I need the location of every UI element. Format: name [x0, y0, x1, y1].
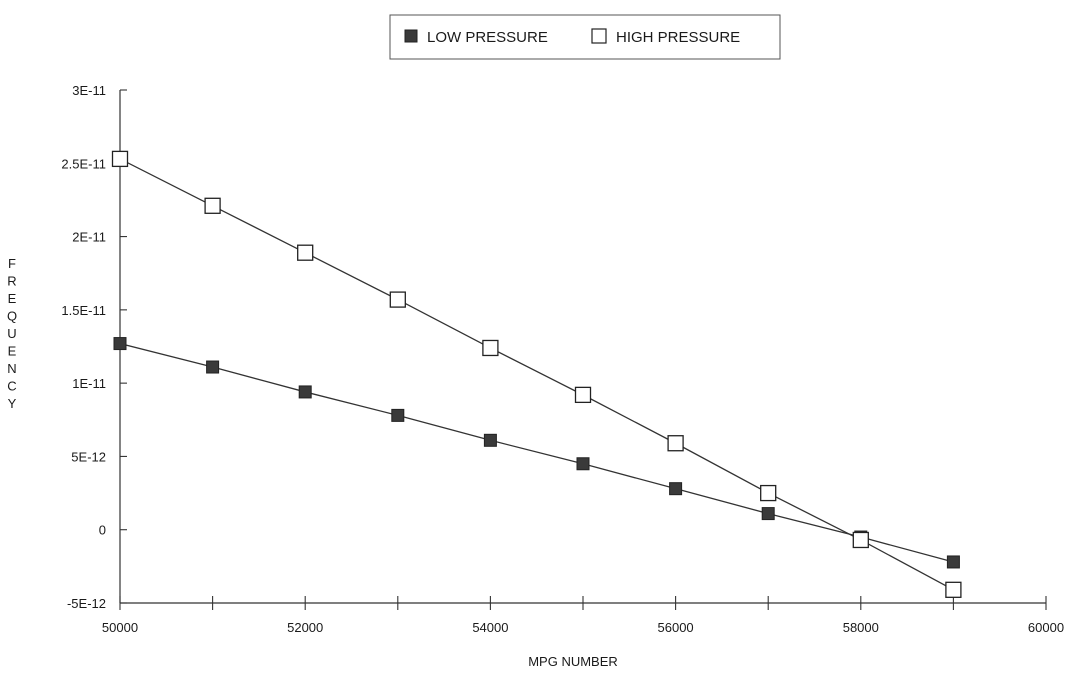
data-point-low-pressure	[298, 385, 312, 399]
data-point-high-pressure	[667, 435, 684, 452]
data-point-high-pressure	[389, 291, 406, 308]
series-layer	[111, 150, 962, 598]
y-axis-title-letter: C	[7, 379, 16, 394]
legend-marker-high-pressure	[591, 28, 607, 44]
y-axis-title-letter: F	[8, 256, 16, 271]
y-tick-label: 3E-11	[72, 83, 106, 98]
x-tick-label: 56000	[658, 620, 694, 635]
data-point-high-pressure	[945, 581, 962, 598]
y-axis-title-letter: E	[8, 291, 17, 306]
series-line-high-pressure	[119, 158, 954, 591]
x-tick-label: 50000	[102, 620, 138, 635]
y-axis-title-letter: U	[7, 326, 16, 341]
y-axis-title-letter: E	[8, 344, 17, 359]
data-point-low-pressure	[113, 337, 127, 351]
legend-box	[389, 14, 781, 60]
y-tick-label: -5E-12	[67, 596, 106, 611]
x-ticks: 50000 52000 54000 56000 58000 60000	[102, 596, 1064, 635]
data-point-low-pressure	[206, 360, 220, 374]
legend: LOW PRESSURE HIGH PRESSURE	[389, 14, 781, 60]
x-tick-label: 52000	[287, 620, 323, 635]
x-tick-label: 60000	[1028, 620, 1064, 635]
y-axis-title-letter: Q	[7, 309, 17, 324]
data-point-high-pressure	[574, 386, 592, 404]
data-point-high-pressure	[297, 244, 314, 261]
data-point-high-pressure	[760, 484, 777, 502]
y-tick-label: 2.5E-11	[61, 156, 106, 171]
y-axis-title-letter: Y	[8, 396, 17, 411]
data-point-high-pressure	[482, 339, 499, 357]
legend-label-high-pressure: HIGH PRESSURE	[616, 29, 740, 46]
data-point-high-pressure	[204, 197, 221, 214]
legend-marker-low-pressure	[404, 29, 418, 43]
data-point-low-pressure	[576, 457, 590, 471]
y-tick-label: 1E-11	[72, 376, 106, 391]
data-point-high-pressure	[852, 531, 869, 549]
y-tick-label: 0	[99, 523, 106, 538]
y-ticks: -5E-12 0 5E-12 1E-11 1.5E-11 2E-11 2.5E-11 3E-1…	[61, 83, 127, 611]
series-line-low-pressure	[119, 342, 954, 563]
y-axis-title-letter: R	[7, 274, 16, 289]
data-point-low-pressure	[946, 555, 960, 569]
data-point-low-pressure	[669, 482, 683, 496]
data-point-high-pressure	[111, 150, 129, 168]
y-tick-label: 5E-12	[71, 449, 106, 464]
data-point-low-pressure	[391, 408, 405, 422]
data-point-low-pressure	[761, 507, 775, 521]
y-axis-title-letter: N	[7, 361, 16, 376]
y-tick-label: 1.5E-11	[61, 303, 106, 318]
x-axis-title: MPG NUMBER	[528, 654, 618, 669]
x-tick-label: 58000	[843, 620, 879, 635]
x-tick-label: 54000	[472, 620, 508, 635]
y-tick-label: 2E-11	[72, 230, 106, 245]
legend-label-low-pressure: LOW PRESSURE	[427, 29, 548, 46]
data-point-low-pressure	[483, 433, 497, 447]
